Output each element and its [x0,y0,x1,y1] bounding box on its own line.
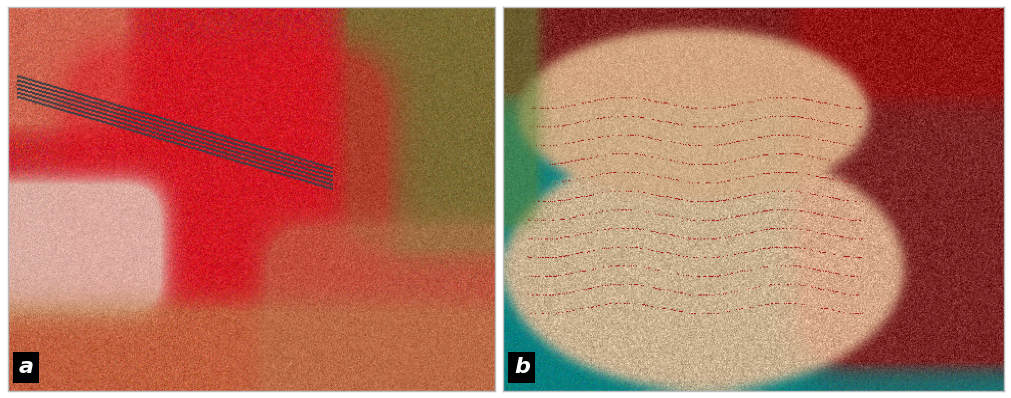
Text: a: a [19,357,33,377]
Text: b: b [514,357,530,377]
